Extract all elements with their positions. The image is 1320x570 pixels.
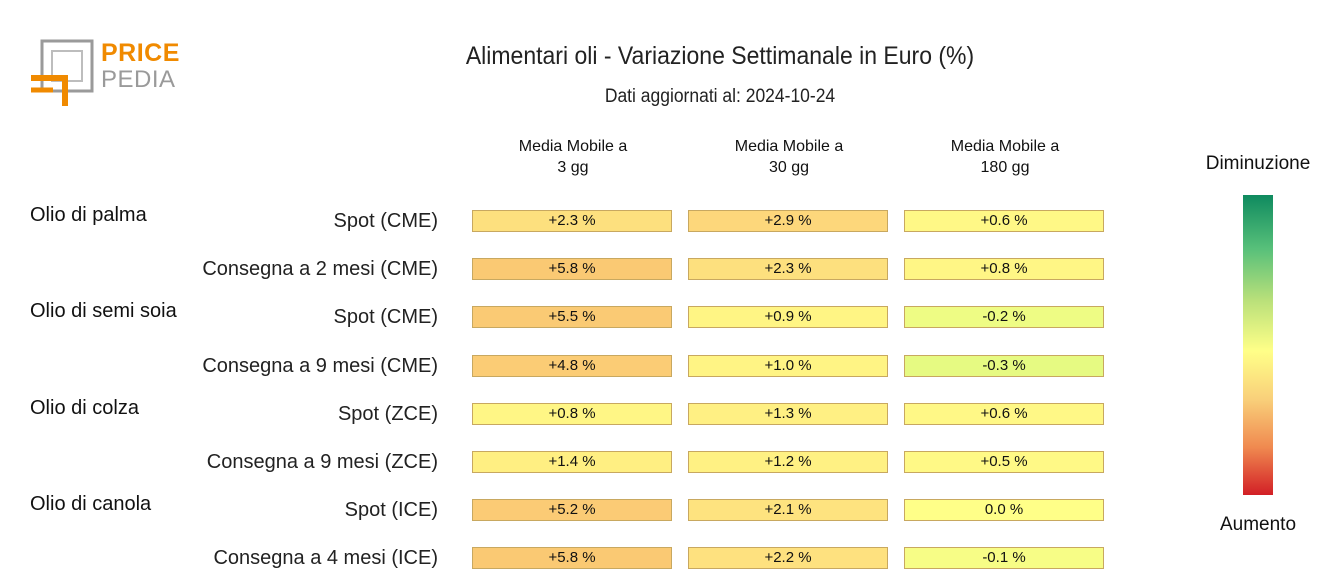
- group-label: Olio di colza: [30, 396, 139, 419]
- logo-text-price: PRICE: [101, 39, 180, 67]
- heatmap-cell: +2.2 %: [688, 547, 888, 570]
- column-header-line2: 30 gg: [768, 159, 810, 176]
- chart-subtitle: Dati aggiornati al: 2024-10-24: [604, 86, 836, 107]
- heatmap-cell: +1.0 %: [688, 354, 888, 377]
- row-label: Spot (ZCE): [337, 402, 438, 425]
- heatmap-cell: -0.2 %: [904, 306, 1104, 329]
- heatmap-cell: +0.8 %: [472, 402, 672, 425]
- column-header-line2: 3 gg: [557, 159, 589, 176]
- chart-title: Alimentari oli - Variazione Settimanale …: [465, 42, 975, 70]
- row-label: Consegna a 9 mesi (ZCE): [206, 451, 438, 473]
- heatmap-cell: -0.1 %: [904, 547, 1104, 570]
- row-label: Consegna a 4 mesi (ICE): [213, 547, 438, 570]
- column-header-line2: 180 gg: [980, 159, 1030, 176]
- group-label: Olio di canola: [30, 493, 152, 516]
- heatmap-cell: +1.3 %: [688, 402, 888, 425]
- row-label: Spot (CME): [333, 306, 438, 329]
- heatmap-cell: +0.6 %: [904, 210, 1104, 232]
- heatmap-cell: +5.8 %: [472, 258, 672, 281]
- column-header: Media Mobile a 180 gg: [904, 136, 1106, 178]
- column-header-line1: Media Mobile a: [734, 138, 844, 155]
- column-header: Media Mobile a 3 gg: [472, 136, 674, 178]
- logo-text-pedia: PEDIA: [101, 66, 176, 93]
- heatmap-cell: +4.8 %: [472, 354, 672, 377]
- heatmap-cell: +1.2 %: [688, 451, 888, 473]
- row-label: Spot (CME): [333, 210, 438, 232]
- group-label: Olio di palma: [30, 204, 147, 226]
- legend-bottom-label: Aumento: [1219, 514, 1297, 535]
- heatmap-cell: +2.3 %: [688, 258, 888, 281]
- heatmap-cell: +0.6 %: [904, 402, 1104, 425]
- heatmap-cell: +2.1 %: [688, 499, 888, 522]
- logo-mark-icon: [31, 39, 94, 106]
- heatmap-cell: +2.9 %: [688, 210, 888, 232]
- column-header: Media Mobile a 30 gg: [688, 136, 890, 178]
- heatmap-cell: +5.5 %: [472, 306, 672, 329]
- heatmap-cell: +5.8 %: [472, 547, 672, 570]
- heatmap-cell: +0.5 %: [904, 451, 1104, 473]
- legend-color-scale: [1243, 195, 1273, 495]
- column-header-line1: Media Mobile a: [950, 138, 1060, 155]
- legend-top-label: Diminuzione: [1205, 153, 1311, 174]
- row-label: Consegna a 9 mesi (CME): [202, 354, 438, 377]
- heatmap-cell: +2.3 %: [472, 210, 672, 232]
- heatmap-cell: 0.0 %: [904, 499, 1104, 522]
- heatmap-cell: -0.3 %: [904, 354, 1104, 377]
- row-label: Consegna a 2 mesi (CME): [202, 258, 438, 281]
- heatmap-cell: +0.8 %: [904, 258, 1104, 281]
- row-label: Spot (ICE): [344, 499, 438, 522]
- group-label: Olio di semi soia: [30, 300, 177, 323]
- heatmap-cell: +0.9 %: [688, 306, 888, 329]
- column-header-line1: Media Mobile a: [518, 138, 628, 155]
- heatmap-cell: +1.4 %: [472, 451, 672, 473]
- pricepedia-logo: PRICE PEDIA: [28, 38, 188, 110]
- heatmap-cell: +5.2 %: [472, 499, 672, 522]
